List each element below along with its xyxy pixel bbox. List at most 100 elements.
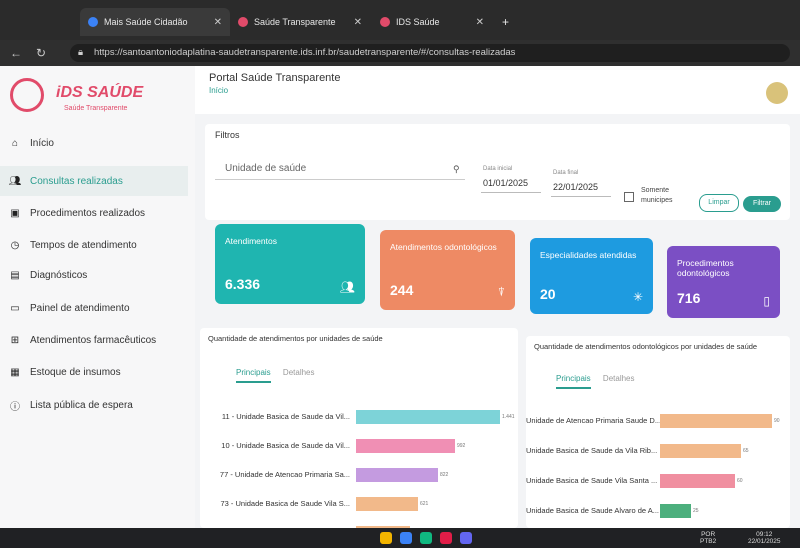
panel-title: Quantidade de atendimentos por unidades … (208, 334, 383, 343)
close-icon[interactable]: ✕ (213, 16, 222, 28)
sidebar-item-inicio[interactable]: ⌂ Início (0, 128, 188, 158)
bar-row: Unidade Basica de Saude Vila Santa ... 60 (526, 474, 790, 488)
tab-saude-transparente[interactable]: Saúde Transparente ✕ (230, 8, 370, 36)
card-title: Especialidades atendidas (540, 250, 637, 260)
sidebar-item-procedimentos-realizados[interactable]: ▣ Procedimentos realizados (0, 198, 188, 228)
sidebar-item-tempos-de-atendimento[interactable]: ◷ Tempos de atendimento (0, 230, 188, 260)
globe-icon (88, 17, 98, 27)
sidebar-item-label: Consultas realizadas (30, 175, 123, 187)
lock-icon: 🔒︎ (78, 47, 84, 58)
bar-row: Unidade de Atencao Primaria Saude D... 90 (526, 414, 790, 428)
sidebar-item-atendimentos-farmaceuticos[interactable]: ⊞ Atendimentos farmacêuticos (0, 325, 188, 355)
card-title: Atendimentos odontológicos (390, 242, 497, 252)
logo-text: iDS SAÚDE (56, 84, 144, 101)
date-end-label: Data final (553, 170, 579, 176)
only-residents-checkbox[interactable] (624, 192, 634, 202)
card-title: Procedimentos odontológicos (677, 258, 734, 278)
sidebar-item-label: Atendimentos farmacêuticos (30, 334, 157, 346)
clear-button[interactable]: Limpar (699, 194, 739, 212)
ids-favicon-icon (238, 17, 248, 27)
bar-value-label: 621 (420, 501, 429, 507)
sidebar-item-label: Tempos de atendimento (30, 239, 137, 251)
bar-value-label: 822 (440, 472, 449, 478)
pharmacy-icon: ⊞ (10, 334, 20, 346)
os-taskbar: POR PTB2 09:12 22/01/2025 (0, 528, 800, 548)
app-icon[interactable] (440, 532, 452, 544)
chart-panel-odontologicos: Quantidade de atendimentos odontológicos… (526, 336, 790, 528)
device-icon: ▯ (763, 294, 770, 308)
people-icon: 👥︎ (339, 280, 355, 294)
sidebar-item-lista-publica-de-espera[interactable]: ⓘ Lista pública de espera (0, 390, 188, 420)
bar-row: Unidade Basica de Saude Alvaro de A... 25 (526, 504, 790, 518)
logo-subtitle: Saúde Transparente (64, 105, 128, 112)
date-end-input[interactable]: 22/01/2025 (553, 182, 599, 192)
tab-principais[interactable]: Principais (556, 374, 591, 389)
sidebar-item-consultas-realizadas[interactable]: 👥︎ Consultas realizadas (0, 166, 188, 196)
close-icon[interactable]: ✕ (353, 16, 362, 28)
bar-category-label: 11 - Unidade Basica de Saude da Vil... (221, 412, 350, 421)
bar-row: 11 - Unidade Basica de Saude da Vil... 1.… (200, 410, 518, 424)
bar-value-label: 65 (743, 448, 749, 454)
bar-category-label: Unidade Basica de Saude da Vila Rib... (526, 446, 658, 455)
bar[interactable] (660, 414, 772, 428)
sparkle-icon: ✳ (632, 290, 643, 304)
url-field[interactable]: 🔒︎ https://santoantoniodaplatina-saudetr… (70, 44, 790, 62)
url-text: https://santoantoniodaplatina-saudetrans… (94, 47, 516, 58)
tab-title: Mais Saúde Cidadão (104, 17, 188, 27)
page-title: Portal Saúde Transparente (209, 72, 341, 84)
bar-value-label: 992 (457, 443, 466, 449)
ids-favicon-icon (380, 17, 390, 27)
sidebar-item-label: Painel de atendimento (30, 302, 130, 314)
close-icon[interactable]: ✕ (475, 16, 484, 28)
reload-icon[interactable]: ↻ (36, 46, 47, 60)
clock[interactable]: 09:12 22/01/2025 (748, 531, 781, 545)
boxes-icon: ▦ (10, 366, 20, 378)
bar-category-label: Unidade Basica de Saude Alvaro de A... (526, 506, 660, 515)
chart-panel-atendimentos: Quantidade de atendimentos por unidades … (200, 328, 518, 540)
tab-mais-saude[interactable]: Mais Saúde Cidadão ✕ (80, 8, 230, 36)
search-icon[interactable]: ⚲ (453, 164, 460, 174)
bar[interactable] (356, 410, 500, 424)
filter-button[interactable]: Filtrar (743, 196, 781, 212)
back-arrow-icon[interactable]: ← (10, 46, 22, 60)
card-value: 716 (677, 290, 701, 306)
filters-title: Filtros (215, 130, 240, 140)
only-residents-label: Somente municipes (641, 187, 673, 204)
sidebar-item-label: Procedimentos realizados (30, 207, 146, 219)
date-start-input[interactable]: 01/01/2025 (483, 178, 529, 188)
breadcrumb[interactable]: Início (209, 86, 229, 95)
tab-ids-saude[interactable]: IDS Saúde ✕ (372, 8, 492, 36)
folder-icon[interactable] (380, 532, 392, 544)
tab-principais[interactable]: Principais (236, 368, 271, 383)
sidebar-item-diagnosticos[interactable]: ▤ Diagnósticos (0, 260, 188, 290)
language-indicator[interactable]: POR PTB2 (700, 531, 717, 545)
sidebar-item-painel-de-atendimento[interactable]: ▭ Painel de atendimento (0, 293, 188, 323)
health-unit-select[interactable]: Unidade de saúde (215, 158, 465, 180)
tab-detalhes[interactable]: Detalhes (282, 368, 315, 377)
app-icon[interactable] (460, 532, 472, 544)
sidebar-item-estoque-de-insumos[interactable]: ▦ Estoque de insumos (0, 357, 188, 387)
bar-row: Unidade Basica de Saude da Vila Rib... 65 (526, 444, 790, 458)
bar[interactable] (356, 439, 455, 453)
card-atendimentos: Atendimentos 6.336 👥︎ (215, 224, 365, 304)
tab-detalhes[interactable]: Detalhes (602, 374, 635, 383)
edge-icon[interactable] (400, 532, 412, 544)
bar-value-label: 60 (737, 478, 743, 484)
card-atendimentos-odontologicos: Atendimentos odontológicos 244 ⍒ (380, 230, 515, 310)
bar-value-label: 90 (774, 418, 780, 424)
bar-row: 10 - Unidade Basica de Saude da Vil... 99… (200, 439, 518, 453)
card-value: 244 (390, 282, 414, 298)
bar[interactable] (356, 497, 418, 511)
bar[interactable] (660, 474, 735, 488)
new-tab-button[interactable]: + (502, 15, 510, 29)
bar[interactable] (356, 468, 438, 482)
tab-title: Saúde Transparente (254, 17, 336, 27)
app-window: iDS SAÚDE Saúde Transparente ⌂ Início 👥︎… (0, 66, 800, 540)
app-icon[interactable] (420, 532, 432, 544)
people-icon: 👥︎ (8, 175, 22, 187)
page-header: Portal Saúde Transparente Início (195, 66, 800, 114)
bar-row: 73 - Unidade Basica de Saude Vila S... 62… (200, 497, 518, 511)
sidebar-item-label: Início (30, 137, 54, 149)
bar[interactable] (660, 444, 741, 458)
bar[interactable] (660, 504, 691, 518)
